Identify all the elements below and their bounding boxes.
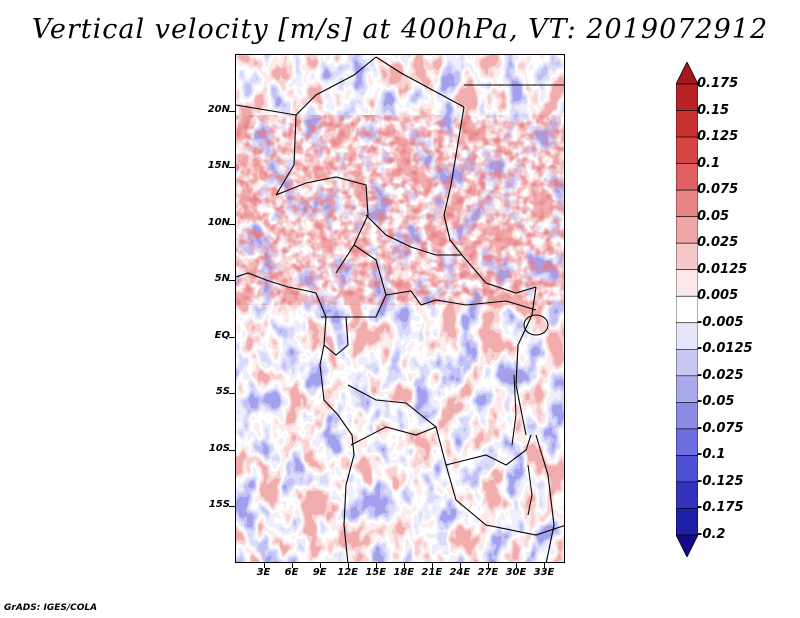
lat-label: EQ (214, 329, 230, 341)
colorbar-label: -0.075 (697, 420, 744, 436)
lon-tick (431, 563, 433, 568)
colorbar-segment (676, 375, 698, 403)
chart-title: Vertical velocity [m/s] at 400hPa, VT: 2… (31, 14, 769, 45)
lon-label: 15E (365, 567, 387, 578)
lon-label: 3E (256, 567, 271, 578)
lat-label: 5S (215, 386, 230, 398)
colorbar-segment (676, 163, 698, 191)
colorbar-segment (676, 348, 698, 377)
colorbar-segment (676, 295, 698, 324)
colorbar-label: 0.1 (697, 155, 721, 171)
colorbar-label: -0.025 (697, 367, 744, 383)
lon-tick (487, 563, 489, 568)
border-niger-nigeria (275, 114, 297, 196)
border-mozambique (535, 434, 555, 562)
lon-label: 33E (533, 567, 555, 578)
colorbar-segment (676, 242, 698, 271)
colorbar-label: 0.0125 (697, 261, 748, 277)
colorbar-label: -0.1 (697, 447, 726, 463)
lat-label: 15N (207, 160, 230, 172)
colorbar-segment (676, 455, 698, 483)
border-east-africa (515, 286, 537, 436)
lat-tick (229, 110, 235, 112)
country-borders (236, 56, 564, 562)
lon-tick (347, 563, 349, 568)
border-sahara-west (236, 104, 297, 116)
colorbar-segment (676, 83, 698, 111)
lon-label: 6E (284, 567, 299, 578)
colorbar-segment (676, 269, 698, 297)
convective-band-west-africa (236, 115, 564, 305)
colorbar-segment (676, 322, 698, 350)
border-chad-libya (375, 56, 465, 108)
border-gabon (321, 316, 349, 356)
colorbar-segment (676, 110, 698, 138)
lat-label: 20N (207, 103, 230, 115)
lat-label: 15S (208, 499, 230, 511)
colorbar-label: 0.05 (697, 208, 730, 224)
colorbar-max-arrow (676, 62, 698, 85)
lon-label: 30E (505, 567, 527, 578)
colorbar-label: 0.175 (697, 76, 739, 91)
lon-label: 24E (449, 567, 471, 578)
border-niger-north (295, 56, 377, 116)
lakes (511, 314, 549, 516)
colorbar-segment (676, 136, 698, 164)
lat-tick (229, 506, 235, 508)
lat-tick (229, 280, 235, 282)
colorbar-segment (676, 428, 698, 456)
lake-victoria (523, 314, 549, 336)
lat-tick (229, 336, 235, 338)
colorbar-label: -0.005 (697, 314, 744, 330)
colorbar-label: -0.0125 (697, 341, 753, 357)
colorbar-label: -0.05 (697, 394, 735, 410)
colorbar-label: 0.075 (697, 182, 739, 198)
lon-label: 12E (337, 567, 359, 578)
lat-label: 10S (208, 442, 230, 454)
colorbar-label: -0.125 (697, 473, 744, 489)
lon-label: 21E (421, 567, 443, 578)
lon-label: 18E (393, 567, 415, 578)
border-car (365, 214, 537, 294)
vertical-velocity-map (235, 54, 565, 563)
colorbar-segment (676, 508, 698, 536)
grads-credit: GrADS: IGES/COLA (4, 603, 98, 613)
lat-label: 10N (207, 216, 230, 228)
colorbar-label: 0.15 (697, 102, 730, 118)
lat-tick (229, 223, 235, 225)
lake-tanganyika (511, 374, 517, 446)
lon-label: 27E (477, 567, 499, 578)
colorbar-label: 0.005 (697, 288, 739, 304)
colorbar-segment (676, 402, 698, 430)
lon-label: 9E (312, 567, 327, 578)
border-zambia-south (445, 464, 564, 536)
lat-tick (229, 449, 235, 451)
colorbar-label: 0.125 (697, 129, 739, 145)
border-angola-zambia (350, 426, 437, 446)
lon-tick (263, 563, 265, 568)
colorbar-segment (676, 189, 698, 217)
colorbar (676, 62, 698, 557)
colorbar-label: 0.025 (697, 235, 739, 251)
border-congo (385, 290, 537, 311)
lon-tick (515, 563, 517, 568)
colorbar-label: -0.2 (697, 527, 726, 542)
colorbar-segment (676, 216, 698, 244)
lon-tick (319, 563, 321, 568)
lon-tick (459, 563, 461, 568)
lon-tick (291, 563, 293, 568)
lat-label: 5N (214, 273, 230, 285)
border-chad-sudan (443, 106, 465, 256)
lat-tick (229, 167, 235, 169)
colorbar-min-arrow (676, 534, 698, 557)
lon-tick (544, 563, 545, 568)
lake-malawi (527, 464, 533, 516)
lat-tick (229, 393, 235, 395)
colorbar-label: -0.175 (697, 500, 744, 516)
lon-tick (403, 563, 405, 568)
lon-tick (375, 563, 377, 568)
colorbar-segment (676, 481, 698, 509)
